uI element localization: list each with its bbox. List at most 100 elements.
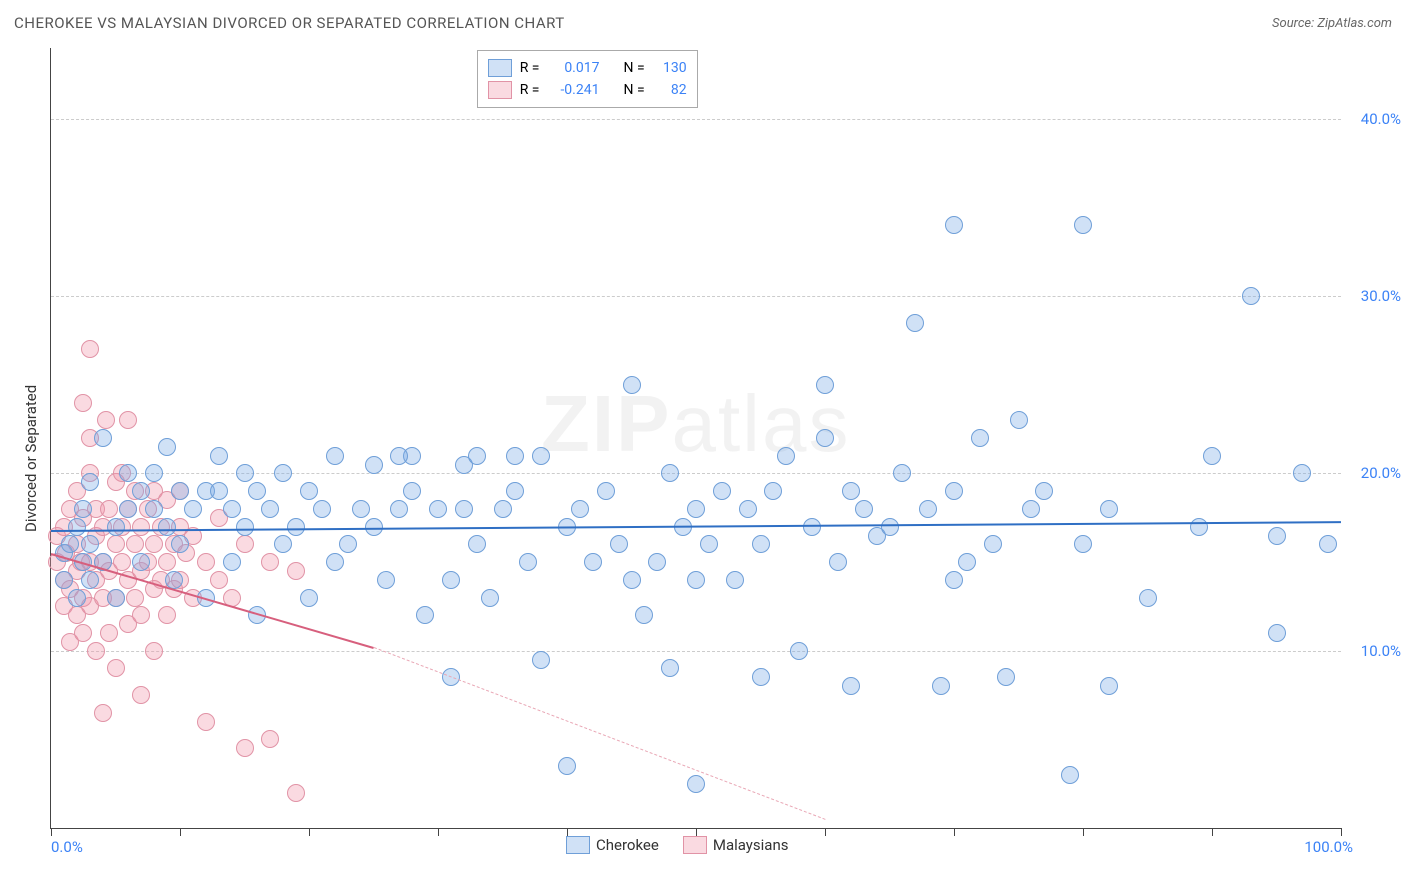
data-point [223, 500, 241, 518]
data-point [313, 500, 331, 518]
data-point [248, 482, 266, 500]
data-point [100, 500, 118, 518]
data-point [881, 518, 899, 536]
data-point [300, 482, 318, 500]
data-point [997, 668, 1015, 686]
data-point [261, 730, 279, 748]
n-value-malaysians: 82 [653, 79, 687, 101]
data-point [635, 606, 653, 624]
x-tick [696, 828, 697, 836]
data-point [74, 500, 92, 518]
legend-label-cherokee: Cherokee [596, 836, 659, 854]
data-point [184, 500, 202, 518]
data-point [81, 473, 99, 491]
data-point [1074, 535, 1092, 553]
data-point [1100, 500, 1118, 518]
y-tick-label: 30.0% [1361, 287, 1401, 305]
data-point [623, 376, 641, 394]
data-point [107, 589, 125, 607]
gridline [51, 651, 1341, 652]
data-point [87, 642, 105, 660]
x-tick [309, 828, 310, 836]
data-point [816, 429, 834, 447]
data-point [261, 500, 279, 518]
data-point [365, 456, 383, 474]
data-point [236, 739, 254, 757]
data-point [236, 518, 254, 536]
data-point [1319, 535, 1337, 553]
data-point [648, 553, 666, 571]
data-point [390, 500, 408, 518]
data-point [1061, 766, 1079, 784]
r-label: R = [520, 57, 540, 79]
swatch-malaysians [683, 836, 707, 854]
x-tick [438, 828, 439, 836]
data-point [739, 500, 757, 518]
data-point [390, 447, 408, 465]
data-point [81, 535, 99, 553]
data-point [777, 447, 795, 465]
data-point [752, 535, 770, 553]
data-point [326, 553, 344, 571]
data-point [855, 500, 873, 518]
x-tick [180, 828, 181, 836]
data-point [416, 606, 434, 624]
scatter-plot-area: ZIPatlas R = 0.017 N = 130 R = -0.241 N … [50, 48, 1341, 829]
source-label: Source: ZipAtlas.com [1272, 16, 1392, 31]
data-point [1268, 527, 1286, 545]
data-point [455, 500, 473, 518]
data-point [274, 464, 292, 482]
data-point [223, 553, 241, 571]
data-point [197, 713, 215, 731]
data-point [119, 411, 137, 429]
data-point [687, 571, 705, 589]
data-point [377, 571, 395, 589]
legend-label-malaysians: Malaysians [713, 836, 789, 854]
data-point [287, 562, 305, 580]
data-point [687, 775, 705, 793]
x-tick [1083, 828, 1084, 836]
data-point [506, 447, 524, 465]
data-point [726, 571, 744, 589]
gridline [51, 119, 1341, 120]
data-point [532, 447, 550, 465]
data-point [158, 518, 176, 536]
x-max-label: 100.0% [1304, 838, 1353, 856]
data-point [494, 500, 512, 518]
data-point [210, 447, 228, 465]
data-point [74, 394, 92, 412]
data-point [829, 553, 847, 571]
data-point [1074, 216, 1092, 234]
data-point [365, 518, 383, 536]
data-point [339, 535, 357, 553]
data-point [74, 624, 92, 642]
data-point [816, 376, 834, 394]
data-point [584, 553, 602, 571]
chart-title: CHEROKEE VS MALAYSIAN DIVORCED OR SEPARA… [14, 14, 565, 32]
data-point [558, 757, 576, 775]
data-point [145, 535, 163, 553]
data-point [94, 429, 112, 447]
data-point [274, 535, 292, 553]
x-tick [1341, 828, 1342, 836]
data-point [145, 464, 163, 482]
swatch-malaysians [488, 81, 512, 99]
data-point [171, 482, 189, 500]
data-point [132, 518, 150, 536]
data-point [68, 589, 86, 607]
data-point [261, 553, 279, 571]
data-point [158, 553, 176, 571]
data-point [610, 535, 628, 553]
data-point [97, 411, 115, 429]
y-tick-label: 20.0% [1361, 464, 1401, 482]
data-point [1010, 411, 1028, 429]
swatch-cherokee [566, 836, 590, 854]
data-point [1035, 482, 1053, 500]
x-tick [51, 828, 52, 836]
n-value-cherokee: 130 [653, 57, 687, 79]
r-value-malaysians: -0.241 [547, 79, 599, 101]
data-point [1203, 447, 1221, 465]
data-point [945, 482, 963, 500]
r-label: R = [520, 79, 540, 101]
data-point [919, 500, 937, 518]
